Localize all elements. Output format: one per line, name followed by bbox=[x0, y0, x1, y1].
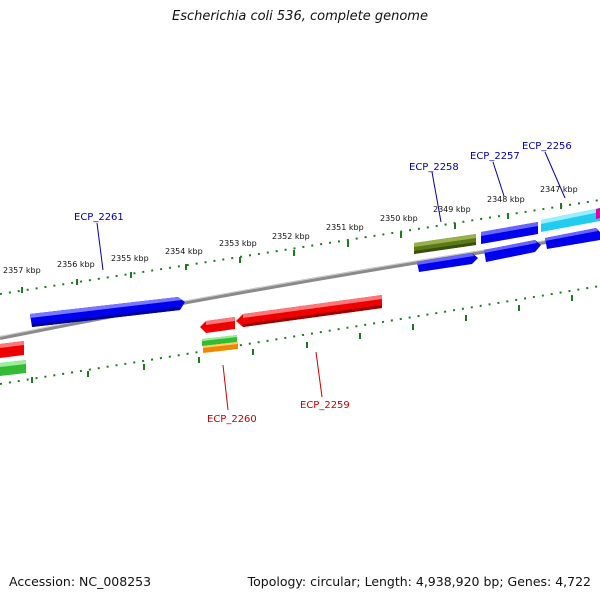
gene-red-edge[interactable] bbox=[0, 341, 24, 358]
kbp-label-2351: 2351 kbp bbox=[326, 223, 364, 232]
kbp-label-2350: 2350 kbp bbox=[380, 214, 418, 223]
gene-ecp-2261[interactable] bbox=[30, 297, 185, 327]
major-ticks-outer bbox=[21, 203, 562, 293]
kbp-label-2352: 2352 kbp bbox=[272, 232, 310, 241]
gene-ecp-2259[interactable] bbox=[236, 295, 382, 327]
kbp-label-2355: 2355 kbp bbox=[111, 254, 149, 263]
kbp-label-2354: 2354 kbp bbox=[165, 247, 203, 256]
leader-lines bbox=[96, 151, 566, 411]
accession-text: Accession: NC_008253 bbox=[9, 574, 152, 589]
gene-label-ecp-2260: ECP_2260 bbox=[207, 414, 257, 425]
genome-summary-text: Topology: circular; Length: 4,938,920 bp… bbox=[247, 574, 591, 589]
gene-label-ecp-2259: ECP_2259 bbox=[300, 400, 350, 411]
gene-orange[interactable] bbox=[203, 342, 238, 353]
kbp-label-2349: 2349 kbp bbox=[433, 205, 471, 214]
gene-label-ecp-2261: ECP_2261 bbox=[74, 212, 124, 223]
kbp-label-2347: 2347 kbp bbox=[540, 185, 578, 194]
gene-blue-1[interactable] bbox=[417, 253, 478, 272]
kbp-label-2357: 2357 kbp bbox=[3, 266, 41, 275]
gene-label-ecp-2258: ECP_2258 bbox=[409, 162, 459, 173]
gene-red-small[interactable] bbox=[200, 317, 235, 333]
inner-tick-ring bbox=[0, 285, 600, 385]
gene-ecp-2258[interactable] bbox=[414, 234, 476, 254]
gene-green-edge[interactable] bbox=[0, 360, 26, 376]
gene-blue-3[interactable] bbox=[545, 228, 600, 249]
kbp-label-2353: 2353 kbp bbox=[219, 239, 257, 248]
gene-label-ecp-2257: ECP_2257 bbox=[470, 151, 520, 162]
major-ticks-inner bbox=[31, 295, 573, 383]
gene-ecp-2257[interactable] bbox=[481, 222, 538, 244]
kbp-label-2356: 2356 kbp bbox=[57, 260, 95, 269]
outer-tick-ring bbox=[0, 199, 600, 295]
map-title: Escherichia coli 536, complete genome bbox=[172, 9, 428, 24]
gene-ecp-2256[interactable] bbox=[541, 208, 600, 232]
gene-label-ecp-2256: ECP_2256 bbox=[522, 141, 572, 152]
gene-blue-2[interactable] bbox=[484, 240, 541, 262]
kbp-label-2348: 2348 kbp bbox=[487, 195, 525, 204]
gene-ecp-2260[interactable] bbox=[202, 335, 237, 346]
